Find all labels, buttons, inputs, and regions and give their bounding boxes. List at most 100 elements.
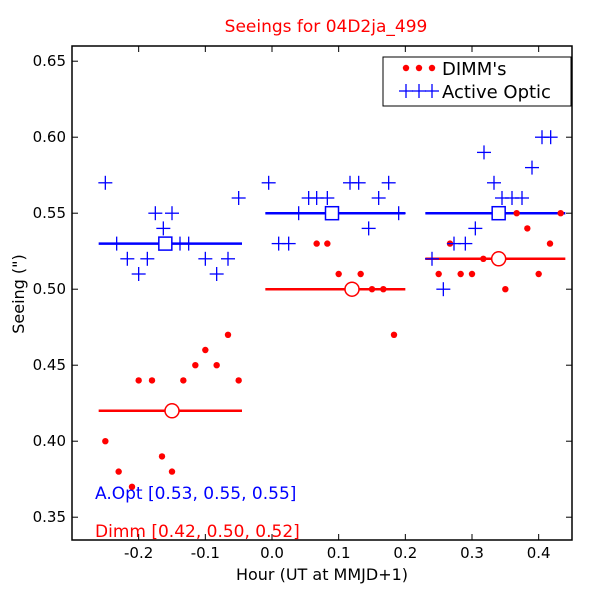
- dimm-point: [224, 331, 232, 338]
- legend-active-optic-marker: [399, 84, 413, 98]
- y-tick-label: 0.55: [33, 204, 66, 222]
- legend-label-dimm: DIMM's: [442, 59, 507, 80]
- active-optic-point: [165, 206, 179, 221]
- legend-dimm-marker: [428, 64, 436, 72]
- dimm-point: [202, 346, 209, 354]
- y-tick-label: 0.45: [33, 356, 66, 374]
- dimm-point: [557, 210, 564, 217]
- active-optic-point: [156, 221, 171, 236]
- y-tick-label: 0.50: [33, 280, 66, 298]
- dimm-point: [158, 453, 166, 460]
- dimm-point: [368, 286, 376, 293]
- dimm-point: [192, 362, 199, 369]
- active-optic-point: [371, 191, 386, 205]
- chart-title: Seeings for 04D2ja_499: [225, 17, 428, 37]
- x-tick-label: -0.2: [124, 544, 153, 562]
- active-optic-point: [231, 191, 246, 205]
- median-circle-marker: [164, 403, 180, 419]
- active-optic-point: [361, 221, 376, 236]
- y-tick-label: 0.65: [33, 52, 66, 70]
- x-tick-label: 0.2: [393, 544, 417, 562]
- y-tick-label: 0.35: [33, 508, 66, 526]
- dimm-point: [180, 377, 187, 384]
- x-tick-label: 0.1: [327, 544, 351, 562]
- dimm-point: [313, 240, 320, 247]
- active-optic-point: [381, 175, 396, 190]
- dimm-point: [457, 270, 464, 278]
- dimm-point: [213, 362, 220, 369]
- dimm-point: [168, 468, 176, 475]
- legend-dimm-marker: [415, 64, 423, 72]
- active-optic-point: [198, 251, 213, 266]
- active-optic-point: [525, 160, 539, 175]
- active-optic-point: [436, 282, 451, 297]
- y-tick-label: 0.60: [33, 128, 66, 146]
- active-optic-point: [221, 251, 235, 266]
- dimm-point: [513, 210, 520, 217]
- dimm-point: [380, 286, 387, 293]
- active-optic-point: [391, 206, 406, 221]
- dimm-point: [535, 270, 542, 278]
- dimm-point: [357, 270, 364, 278]
- x-tick-label: 0.0: [260, 544, 284, 562]
- x-tick-label: -0.1: [191, 544, 220, 562]
- dimm-point: [480, 255, 487, 262]
- dimm-point: [435, 270, 442, 278]
- legend-label-active-optic: Active Optic: [442, 82, 551, 103]
- median-circle-marker: [490, 251, 507, 267]
- active-optic-point: [458, 236, 473, 251]
- dimm-point: [335, 270, 342, 278]
- active-optic-point: [351, 175, 366, 190]
- dimm-point: [468, 270, 476, 278]
- legend-dimm-marker: [402, 64, 410, 72]
- plot-frame: [71, 45, 573, 541]
- dimm-point: [235, 377, 242, 384]
- dimm-point: [135, 377, 142, 384]
- active-optic-point: [131, 267, 146, 281]
- active-optic-point: [140, 251, 155, 266]
- active-optic-point: [181, 236, 196, 251]
- dimm-point: [502, 286, 509, 293]
- active-optic-point: [109, 236, 124, 251]
- plot-area: [98, 130, 566, 490]
- median-square-marker: [324, 205, 340, 221]
- dimm-point: [102, 438, 109, 445]
- active-optic-point: [98, 175, 113, 190]
- active-optic-point: [320, 191, 335, 205]
- active-optic-point: [425, 251, 439, 266]
- active-optic-point: [148, 206, 163, 221]
- legend-markers: [399, 64, 439, 98]
- y-axis-label: Seeing ("): [9, 254, 28, 334]
- aopt-annotation: A.Opt [0.53, 0.55, 0.55]: [95, 484, 296, 504]
- legend-active-optic-marker: [412, 84, 426, 98]
- dimm-point: [115, 468, 122, 475]
- axis-ticks: -0.2 -0.1 0.0 0.1 0.2 0.3 0.4 0.35 0.40 0.45 0.50 0…: [33, 46, 572, 562]
- dimm-point: [524, 225, 531, 232]
- active-optic-point: [209, 267, 224, 281]
- active-optic-point: [487, 175, 501, 190]
- dimm-annotation: Dimm [0.42, 0.50, 0.52]: [95, 522, 300, 542]
- dimm-point: [324, 240, 331, 247]
- y-tick-label: 0.40: [33, 432, 66, 450]
- legend: DIMM's Active Optic: [382, 56, 572, 107]
- dimm-point: [128, 483, 136, 490]
- active-optic-point: [261, 175, 276, 190]
- legend-active-optic-marker: [425, 84, 439, 98]
- active-optic-point: [543, 130, 558, 145]
- median-square-marker: [158, 236, 173, 251]
- x-tick-label: 0.3: [460, 544, 484, 562]
- median-square-marker: [491, 205, 506, 221]
- active-optic-point: [468, 221, 483, 236]
- active-optic-point: [120, 251, 135, 266]
- active-optic-point: [477, 145, 491, 160]
- legend-box: [382, 56, 572, 107]
- active-optic-point: [291, 206, 306, 221]
- dimm-point: [390, 331, 398, 338]
- x-tick-label: 0.4: [527, 544, 551, 562]
- x-axis-label: Hour (UT at MMJD+1): [236, 565, 408, 584]
- active-optic-point: [281, 236, 296, 251]
- dimm-point: [546, 240, 554, 247]
- median-circle-marker: [344, 281, 360, 297]
- dimm-point: [148, 377, 156, 384]
